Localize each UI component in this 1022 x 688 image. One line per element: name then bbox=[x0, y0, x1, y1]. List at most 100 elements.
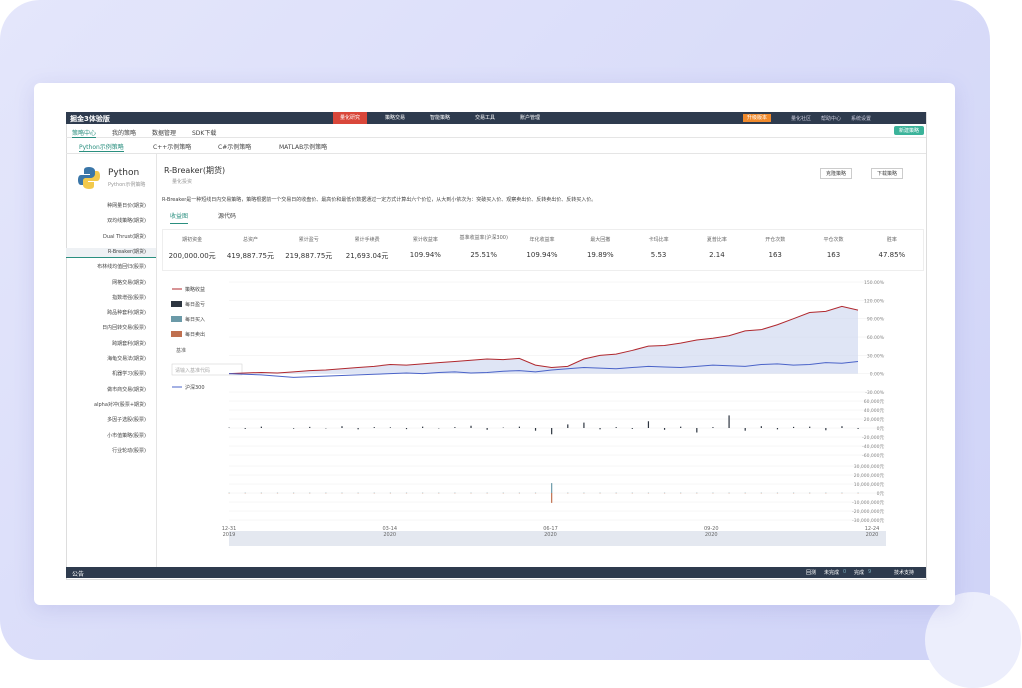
pnl-bar bbox=[599, 428, 600, 429]
sidebar-item[interactable]: 种网量日价(期货) bbox=[66, 202, 156, 211]
stat-header: 总资产 bbox=[221, 237, 279, 243]
legend-label: 每日卖出 bbox=[185, 331, 205, 338]
subnav-tab[interactable]: 我的策略 bbox=[112, 128, 136, 137]
content-tab[interactable]: 源代码 bbox=[218, 211, 236, 220]
sidebar-item[interactable]: alpha对冲(股票+期货) bbox=[66, 401, 156, 410]
pnl-bar bbox=[551, 428, 552, 434]
pnl-bar bbox=[567, 424, 568, 428]
pnl-bar bbox=[825, 428, 826, 430]
stat-header: 最大回撤 bbox=[571, 237, 629, 243]
lang-tab[interactable]: Python示例策略 bbox=[79, 142, 124, 152]
sidebar-item[interactable]: 机器学习(股票) bbox=[66, 370, 156, 379]
pnl-bar bbox=[777, 428, 778, 429]
pnl-bar bbox=[712, 427, 713, 428]
legend-label: 每日盈亏 bbox=[185, 301, 205, 308]
y-tick-label: 0元 bbox=[877, 491, 885, 497]
stat-value: 2.14 bbox=[688, 251, 746, 259]
lang-tab[interactable]: C++示例策略 bbox=[153, 142, 191, 151]
pnl-bar bbox=[809, 427, 810, 428]
x-tick-year: 2019 bbox=[223, 532, 236, 538]
legend-label: 每日买入 bbox=[185, 316, 205, 323]
pnl-bar bbox=[519, 427, 520, 428]
nav-tab[interactable]: 账户管理 bbox=[513, 112, 547, 124]
pnl-bar bbox=[583, 423, 584, 428]
sidebar-item[interactable]: R-Breaker(期货) bbox=[66, 248, 156, 258]
sidebar-item[interactable]: 小市值策略(股票) bbox=[66, 432, 156, 441]
pnl-bar bbox=[374, 427, 375, 428]
sidebar-item[interactable]: 指数增强(股票) bbox=[66, 294, 156, 303]
nav-tab[interactable]: 智能策略 bbox=[423, 112, 457, 124]
top-link[interactable]: 量化社区 bbox=[791, 115, 811, 122]
sidebar-item[interactable]: 海龟交易法(期货) bbox=[66, 355, 156, 364]
x-tick-year: 2020 bbox=[544, 532, 557, 538]
x-tick-year: 2020 bbox=[383, 532, 396, 538]
y-tick-label: -10,000,000元 bbox=[852, 500, 884, 506]
stat-header: 年化收益率 bbox=[513, 237, 571, 243]
pnl-bar bbox=[487, 428, 488, 430]
sidebar-item[interactable]: Dual Thrust(期货) bbox=[66, 233, 156, 242]
sidebar-item[interactable]: 多因子选股(股票) bbox=[66, 416, 156, 425]
y-tick-label: 150.00% bbox=[864, 280, 885, 286]
subnav-tab[interactable]: 策略中心 bbox=[72, 128, 96, 138]
pnl-bar bbox=[632, 428, 633, 429]
stat-value: 163 bbox=[804, 251, 862, 259]
pnl-bar bbox=[648, 421, 649, 428]
pnl-bar bbox=[293, 428, 294, 429]
y-tick-label: -30.00% bbox=[865, 390, 885, 396]
stat-header: 胜率 bbox=[863, 237, 921, 243]
stat-value: 47.85% bbox=[863, 251, 921, 259]
pnl-bar bbox=[406, 428, 407, 429]
legend-label: 沪深300 bbox=[185, 384, 205, 391]
sidebar-item[interactable]: 网格交易(期货) bbox=[66, 279, 156, 288]
sidebar-item[interactable]: 日内回转交易(股票) bbox=[66, 324, 156, 333]
lang-tab[interactable]: MATLAB示例策略 bbox=[279, 142, 327, 151]
lang-tab[interactable]: C#示例策略 bbox=[218, 142, 251, 151]
stat-value: 19.89% bbox=[571, 251, 629, 259]
stat-value: 109.94% bbox=[396, 251, 454, 259]
sidebar-item[interactable]: 跨品种套利(期货) bbox=[66, 309, 156, 318]
pnl-bar bbox=[745, 428, 746, 431]
sidebar-item[interactable]: 跨期套利(期货) bbox=[66, 340, 156, 349]
nav-tab[interactable]: 交易工具 bbox=[468, 112, 502, 124]
y-tick-label: 90.00% bbox=[867, 317, 885, 323]
x-tick-year: 2020 bbox=[705, 532, 718, 538]
benchmark-placeholder: 请输入基准代码 bbox=[175, 367, 210, 374]
sidebar-item[interactable]: 双均线策略(期货) bbox=[66, 217, 156, 226]
y-tick-label: -40,000元 bbox=[862, 444, 884, 450]
y-tick-label: 10,000,000元 bbox=[854, 482, 885, 488]
legend-swatch bbox=[171, 331, 182, 337]
pnl-bar bbox=[761, 426, 762, 428]
sidebar-item[interactable]: 布林线均值回归(股票) bbox=[66, 263, 156, 272]
stat-header: 基准收益率(沪深300) bbox=[455, 235, 513, 241]
top-link[interactable]: 帮助中心 bbox=[821, 115, 841, 122]
nav-tab[interactable]: 策略交易 bbox=[378, 112, 412, 124]
stat-header: 累计收益率 bbox=[396, 237, 454, 243]
pnl-bar bbox=[245, 428, 246, 429]
y-tick-label: -30,000,000元 bbox=[852, 518, 884, 524]
stat-header: 累计手续费 bbox=[338, 237, 396, 243]
subnav-tab[interactable]: 数据管理 bbox=[152, 128, 176, 137]
pnl-bar bbox=[616, 427, 617, 428]
benchmark-label: 基准 bbox=[176, 347, 186, 354]
content-tab[interactable]: 收益图 bbox=[170, 211, 188, 224]
nav-tab[interactable]: 量化研究 bbox=[333, 112, 367, 124]
subnav-tab[interactable]: SDK下载 bbox=[192, 128, 216, 137]
pnl-bar bbox=[728, 415, 729, 428]
pnl-bar bbox=[261, 427, 262, 428]
pnl-bar bbox=[793, 427, 794, 428]
stat-value: 5.53 bbox=[629, 251, 687, 259]
x-tick-year: 2020 bbox=[866, 532, 879, 538]
stat-header: 累计盈亏 bbox=[280, 237, 338, 243]
stat-value: 21,693.04元 bbox=[338, 251, 396, 261]
top-link[interactable]: 系统设置 bbox=[851, 115, 871, 122]
y-tick-label: -20,000,000元 bbox=[852, 509, 884, 515]
stat-header: 期初资金 bbox=[163, 237, 221, 243]
pnl-bar bbox=[535, 428, 536, 431]
y-tick-label: 60.00% bbox=[867, 335, 885, 341]
sidebar-item[interactable]: 行业轮动(股票) bbox=[66, 447, 156, 456]
stat-value: 219,887.75元 bbox=[280, 251, 338, 261]
pnl-bar bbox=[309, 427, 310, 428]
y-tick-label: 40,000元 bbox=[864, 408, 885, 414]
sidebar-item[interactable]: 做市商交易(期货) bbox=[66, 386, 156, 395]
